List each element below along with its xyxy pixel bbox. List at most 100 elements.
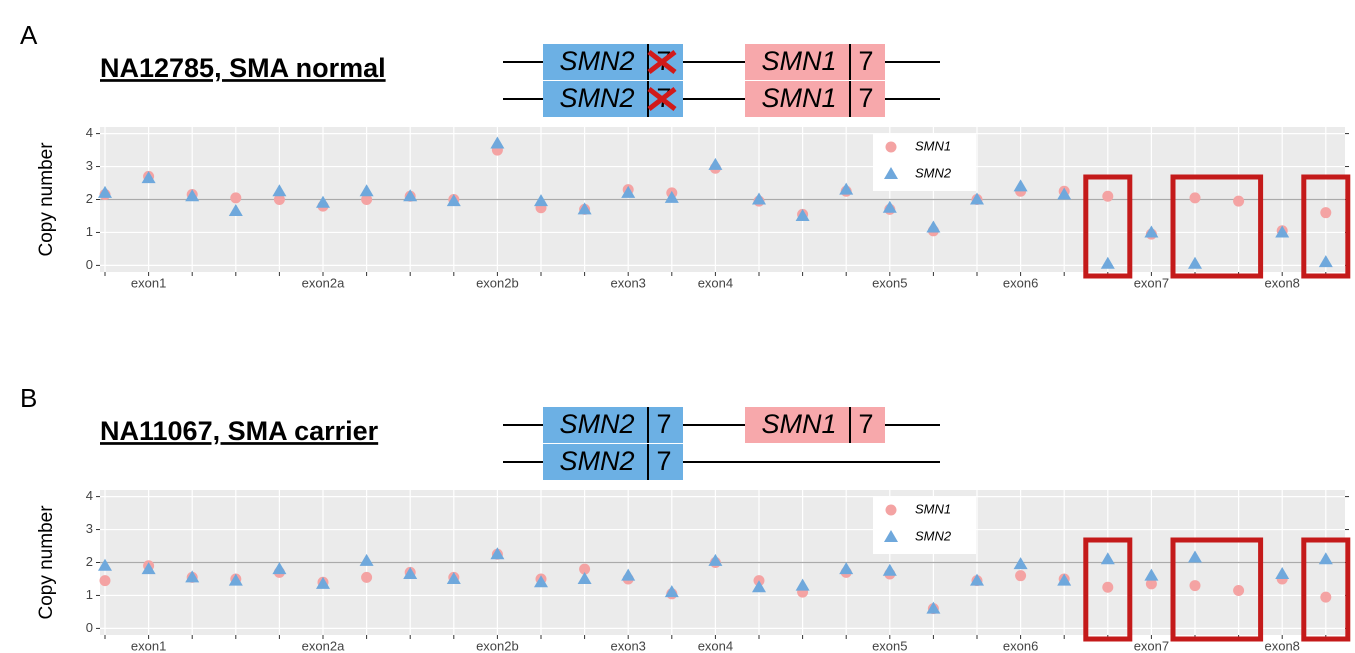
point [99,575,111,587]
point [839,182,854,195]
point [1320,207,1332,219]
x-tick-label: exon4 [698,638,733,653]
point [926,220,941,233]
y-axis-title: Copy number [36,505,57,620]
gene-name: SMN1 [761,83,836,113]
highlight-box [1083,537,1133,642]
point [621,568,636,581]
y-axis-title: Copy number [36,142,57,257]
y-tick-label: 0 [86,620,93,635]
y-tick-label: 3 [86,521,93,536]
gene-box [543,444,683,480]
gene-box [745,44,885,80]
point [708,157,723,170]
point [1102,581,1114,593]
legend-marker [884,530,898,542]
point [1144,568,1159,581]
panel-title: NA11067, SMA carrier [100,416,379,446]
point [752,192,766,205]
panel-title: NA12785, SMA normal [100,53,386,83]
x-tick-label: exon4 [698,275,733,290]
point [1057,187,1072,200]
point [882,563,897,576]
point [970,573,984,586]
point [534,575,548,588]
point [446,194,461,207]
point [141,171,156,184]
exon-label: 7 [858,83,873,113]
point [361,194,373,205]
x-tick-label: exon7 [1134,638,1169,653]
gene-name: SMN2 [559,83,634,113]
x-tick-label: exon2b [476,638,519,653]
highlight-box [1301,174,1351,279]
point [1275,567,1290,580]
point [1233,585,1245,597]
point [926,601,941,614]
point [839,562,854,575]
point [664,585,679,598]
point [490,136,505,149]
x-tick-label: exon3 [610,638,645,653]
x-tick-label: exon2a [302,275,345,290]
point [752,580,766,593]
highlight-box [1170,174,1264,279]
point [1013,557,1028,570]
point [403,567,418,580]
point [316,576,330,589]
exon-label: 7 [656,446,671,476]
legend-label: SMN2 [915,528,952,543]
point [1318,255,1333,268]
point [1188,550,1202,563]
deletion-cross [647,50,677,74]
point [228,204,243,217]
x-tick-label: exon5 [872,638,907,653]
point [1100,552,1115,565]
point [1275,225,1290,238]
y-tick-label: 2 [86,554,93,569]
y-tick-label: 0 [86,257,93,272]
x-tick-label: exon2a [302,638,345,653]
point [185,189,200,202]
y-tick-label: 4 [86,125,93,140]
point [361,571,373,583]
x-tick-label: exon3 [610,275,645,290]
point [621,185,636,198]
exon-label: 7 [858,409,873,439]
point [1013,179,1028,192]
point [1188,256,1202,269]
point [1144,225,1159,238]
point [534,194,548,207]
gene-box [745,81,885,117]
point [141,562,156,575]
highlight-box [1301,537,1351,642]
point [1233,195,1245,207]
point [490,547,505,560]
point [577,571,592,584]
legend-marker [885,504,897,516]
legend-marker [885,141,897,153]
point [273,194,285,205]
x-tick-label: exon8 [1264,638,1299,653]
point [446,571,461,584]
point [882,200,897,213]
point [230,192,242,204]
point [272,562,287,575]
point [359,553,374,566]
legend-label: SMN2 [915,165,952,180]
legend-marker [884,167,898,179]
deletion-cross [647,87,677,111]
x-tick-label: exon5 [872,275,907,290]
point [1318,552,1333,565]
point [98,185,112,198]
point [970,192,984,205]
gene-name: SMN2 [559,409,634,439]
gene-name: SMN2 [559,446,634,476]
y-tick-label: 1 [86,224,93,239]
highlight-box [1170,537,1264,642]
point [708,553,723,566]
point [1100,256,1115,269]
panel-label: B [20,383,37,413]
point [1015,570,1027,582]
x-tick-label: exon1 [131,638,166,653]
